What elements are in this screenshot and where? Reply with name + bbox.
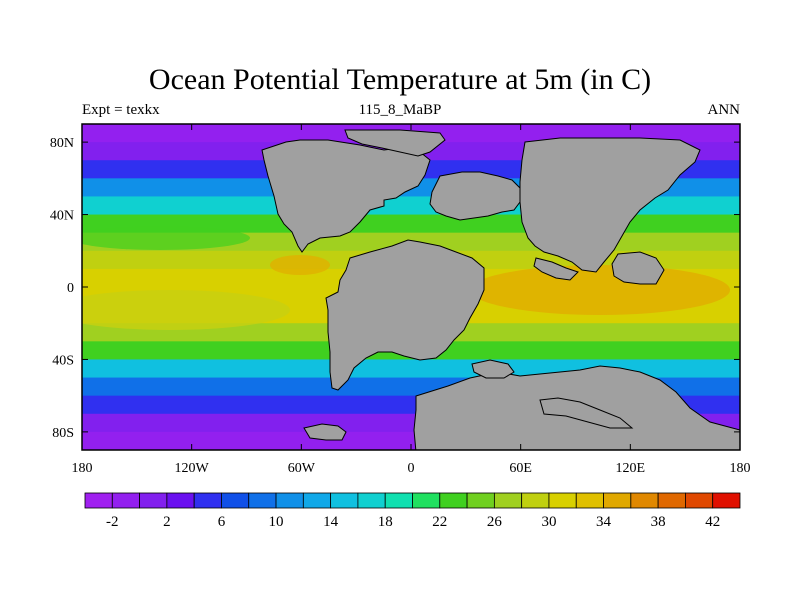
landmass-india (533, 257, 579, 281)
season-label: ANN (707, 102, 741, 118)
temperature-blob (270, 255, 330, 275)
lon-tick-label: 180 (730, 461, 751, 476)
colorbar-label: -2 (106, 514, 119, 530)
colorbar-cell (275, 492, 304, 509)
colorbar-cell (193, 492, 222, 509)
colorbar-label: 42 (705, 514, 720, 530)
colorbar-cell (685, 492, 714, 509)
lon-tick-label: 120E (616, 461, 646, 476)
lon-tick-label: 0 (408, 461, 415, 476)
colorbar-cell (493, 492, 523, 509)
colorbar-cell (630, 492, 659, 509)
landmass-island-pacific (471, 359, 515, 379)
colorbar-cell (111, 492, 140, 509)
colorbar-cell (548, 492, 577, 509)
lat-tick-label: 40N (50, 209, 74, 224)
colorbar-label: 38 (651, 514, 666, 530)
colorbar-labels: -2 2 6 10 14 18 22 26 30 34 38 42 (106, 514, 720, 530)
colorbar-cell (330, 492, 359, 509)
colorbar-cell (221, 492, 250, 509)
landmass-australia (611, 251, 665, 285)
colorbar-label: 14 (323, 514, 339, 530)
lat-tick-label: 0 (67, 281, 74, 296)
lon-tick-label: 60E (509, 461, 532, 476)
lat-tick-label: 40S (52, 353, 74, 368)
landmasses (261, 129, 740, 450)
landmass-south-america-africa (325, 239, 485, 391)
colorbar-label: 10 (269, 514, 284, 530)
colorbar-cell (384, 492, 413, 509)
colorbar-label: 2 (163, 514, 171, 530)
lat-tick-label: 80N (50, 136, 74, 151)
landmass-europe (429, 171, 521, 221)
colorbar-cell (248, 492, 277, 509)
colorbar-label: 6 (218, 514, 226, 530)
colorbar-cell (84, 492, 113, 509)
colorbar-label: 22 (432, 514, 447, 530)
lat-tick-label: 80S (52, 426, 74, 441)
colorbar-label: 18 (378, 514, 393, 530)
colorbar-cell (575, 492, 604, 509)
colorbar-cell (302, 492, 332, 509)
temperature-blob (470, 265, 730, 315)
temperature-blob (82, 226, 250, 250)
lon-tick-label: 180 (72, 461, 93, 476)
experiment-label: Expt = texkx (82, 102, 160, 118)
colorbar-cell (439, 492, 468, 509)
colorbar-cell (521, 492, 550, 509)
map-title: Ocean Potential Temperature at 5m (in C) (148, 63, 652, 96)
colorbar-cell (139, 492, 168, 509)
colorbar-cells (84, 492, 741, 509)
colorbar-label: 26 (487, 514, 503, 530)
landmass-east-antarctic-inlet (539, 397, 634, 429)
colorbar-cell (657, 492, 686, 509)
temperature-blob (82, 290, 290, 330)
map-axis-labels: 180 120W 60W 0 60E 120E 180 80N 40N 0 40S 80S (50, 136, 751, 476)
colorbar-label: 30 (541, 514, 556, 530)
lon-tick-label: 120W (175, 461, 210, 476)
colorbar-cell (412, 492, 441, 509)
colorbar-cell (466, 492, 495, 509)
map-ticks (81, 124, 741, 450)
colorbar-cell (357, 492, 386, 509)
colorbar-cell (712, 492, 741, 509)
landmass-island-south (303, 423, 347, 441)
colorbar-label: 34 (596, 514, 612, 530)
landmass-north-america (261, 139, 431, 253)
time-label: 115_8_MaBP (358, 102, 442, 118)
colorbar-cell (166, 492, 195, 509)
landmass-asia (519, 137, 701, 273)
lon-tick-label: 60W (288, 461, 316, 476)
colorbar-cell (603, 492, 632, 509)
landmass-greenland (344, 129, 446, 157)
